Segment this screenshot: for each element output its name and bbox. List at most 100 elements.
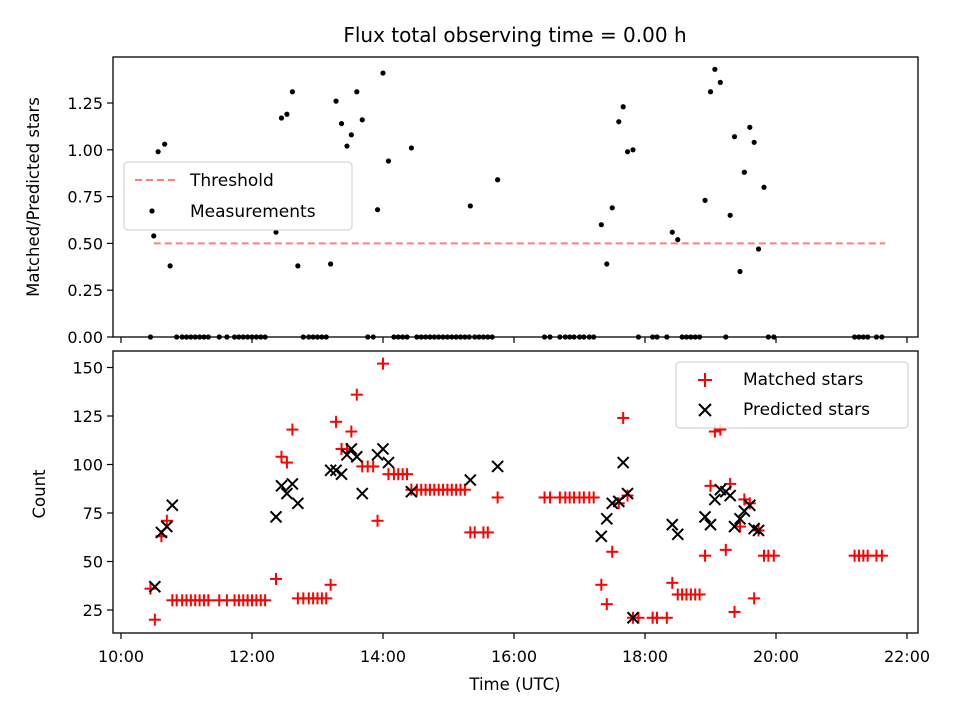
top-y-tick-label: 0.50 <box>67 234 103 253</box>
measurement-point <box>751 139 757 145</box>
predicted-stars-points <box>148 442 765 624</box>
measurement-point <box>273 229 279 235</box>
matched-star-point <box>704 479 717 492</box>
matched-star-point <box>367 460 380 473</box>
predicted-star-point <box>666 518 679 531</box>
measurement-point <box>333 98 339 104</box>
top-y-tick-label: 0.00 <box>67 328 103 347</box>
measurements-legend-label: Measurements <box>190 202 316 222</box>
count-panel: Count Time (UTC) 10:00 12:00 14:00 16:00 18:… <box>30 350 930 694</box>
measurement-point <box>167 263 173 269</box>
matched-star-point <box>728 605 741 618</box>
predicted-star-point <box>671 528 684 541</box>
top-y-axis-label: Matched/Predicted stars <box>24 97 43 297</box>
matched-star-point <box>606 545 619 558</box>
matched-star-point <box>148 613 161 626</box>
bottom-legend: Matched stars Predicted stars <box>675 361 909 429</box>
measurement-point <box>284 111 290 117</box>
predicted-star-point <box>704 518 717 531</box>
measurement-point <box>717 79 723 86</box>
measurement-point <box>467 203 473 209</box>
matched-star-point <box>632 611 645 624</box>
predicted-star-point <box>340 448 354 462</box>
measurement-point <box>278 115 285 121</box>
x-tick-label: 12:00 <box>229 647 275 666</box>
x-tick-label: 18:00 <box>622 647 668 666</box>
measurements-legend-swatch <box>149 208 155 214</box>
predicted-star-point <box>376 442 390 456</box>
matched-star-point <box>491 491 504 504</box>
measurement-point <box>348 132 354 138</box>
predicted-star-point <box>405 485 418 498</box>
matched-star-point <box>320 592 333 605</box>
predicted-star-point <box>324 464 337 477</box>
bottom-y-tick-label: 50 <box>83 553 103 572</box>
top-y-tick-label: 0.75 <box>67 188 103 207</box>
predicted-star-point <box>382 456 395 469</box>
predicted-star-point <box>595 530 608 543</box>
measurement-point <box>354 89 360 95</box>
top-y-tick-label: 0.25 <box>67 281 103 300</box>
bottom-y-tick-label: 100 <box>72 456 103 475</box>
matched-star-point <box>202 594 215 607</box>
matched-star-point <box>600 598 613 611</box>
matched-star-point <box>875 549 888 562</box>
x-tick-label: 22:00 <box>884 647 930 666</box>
matched-star-point <box>660 611 673 624</box>
measurement-point <box>609 205 615 211</box>
matched-star-point <box>719 543 732 556</box>
predicted-star-point <box>350 450 364 463</box>
bottom-y-axis-label: Count <box>30 469 49 519</box>
measurement-point <box>374 207 381 213</box>
top-plot-frame <box>112 56 919 338</box>
measurement-point <box>727 212 733 218</box>
measurement-point <box>630 147 636 153</box>
predicted-legend-swatch <box>698 403 712 417</box>
matched-star-point <box>350 388 363 401</box>
predicted-legend-label: Predicted stars <box>743 400 870 420</box>
measurement-point <box>344 143 350 149</box>
measurement-point <box>380 70 386 76</box>
bottom-axis-ticks: 10:00 12:00 14:00 16:00 18:00 20:00 22:00 25 50 7… <box>72 359 930 667</box>
matched-star-point <box>259 594 272 607</box>
matched-star-point <box>693 588 706 601</box>
matched-star-point <box>371 514 384 527</box>
matched-star-point <box>275 450 288 463</box>
measurement-point <box>669 229 675 235</box>
bottom-y-tick-label: 75 <box>83 504 103 523</box>
matched-legend-swatch <box>698 373 712 387</box>
predicted-star-point <box>752 524 765 537</box>
predicted-star-point <box>275 479 288 493</box>
predicted-star-point <box>335 467 348 481</box>
matched-star-point <box>666 576 679 589</box>
measurement-point <box>408 145 414 151</box>
predicted-star-point <box>464 473 477 487</box>
matched-star-point <box>286 423 299 436</box>
matched-star-point <box>743 497 756 510</box>
top-y-tick-label: 1.00 <box>67 141 103 160</box>
measurement-point <box>151 233 157 239</box>
bottom-y-tick-label: 25 <box>83 601 103 620</box>
measurement-point <box>737 268 743 275</box>
matched-star-point <box>401 468 414 481</box>
measurement-point <box>707 89 714 95</box>
matched-star-point <box>748 592 761 605</box>
bottom-y-tick-label: 125 <box>72 407 103 426</box>
x-tick-label: 16:00 <box>491 647 537 666</box>
predicted-star-point <box>280 487 294 500</box>
measurement-point <box>155 149 161 155</box>
predicted-star-point <box>743 499 757 512</box>
matched-legend-label: Matched stars <box>743 370 863 390</box>
predicted-star-point <box>708 493 722 506</box>
matched-star-point <box>270 572 283 585</box>
x-tick-label: 14:00 <box>360 647 406 666</box>
measurement-point <box>162 141 168 147</box>
matched-star-point <box>481 526 494 539</box>
measurement-point <box>747 124 753 130</box>
measurement-point <box>338 120 345 127</box>
threshold-legend-label: Threshold <box>189 171 274 191</box>
matched-star-point <box>377 357 389 370</box>
measurement-point <box>712 66 718 72</box>
measurement-point <box>624 149 631 155</box>
bottom-y-tick-label: 150 <box>72 359 103 378</box>
